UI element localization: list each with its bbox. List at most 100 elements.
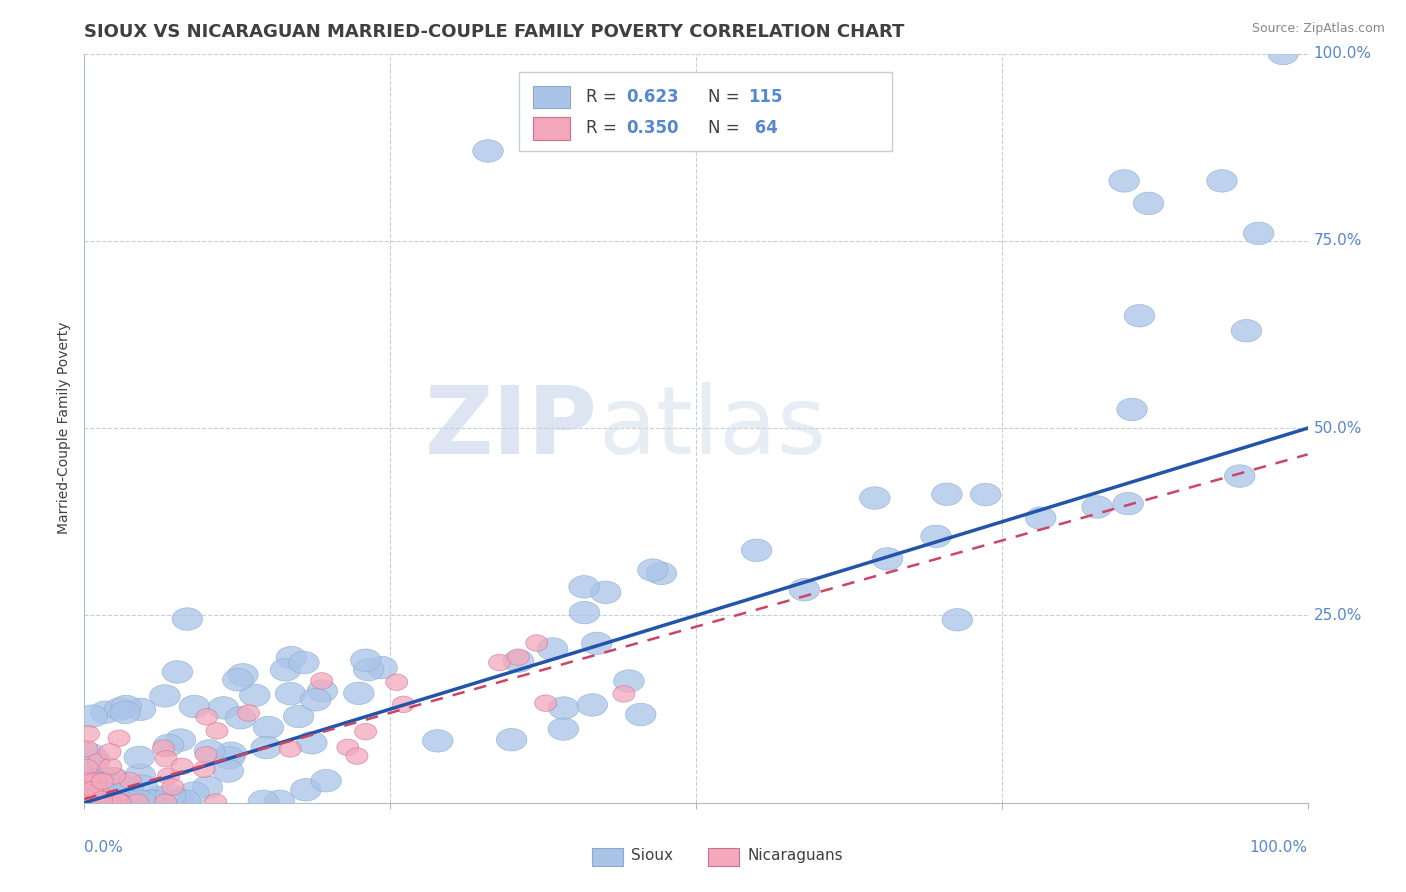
FancyBboxPatch shape [519,72,891,151]
Ellipse shape [98,767,128,789]
Text: 64: 64 [748,120,778,137]
Ellipse shape [264,790,295,813]
Ellipse shape [77,794,100,810]
Ellipse shape [80,780,103,797]
Ellipse shape [932,483,962,506]
Text: 115: 115 [748,88,783,106]
Ellipse shape [280,740,301,757]
Ellipse shape [79,794,101,810]
Text: Sioux: Sioux [631,847,673,863]
Ellipse shape [350,649,381,672]
Ellipse shape [76,759,98,776]
Ellipse shape [111,695,142,718]
Ellipse shape [872,548,903,570]
Ellipse shape [145,786,174,808]
Ellipse shape [91,773,114,789]
Ellipse shape [149,685,180,707]
Ellipse shape [548,718,579,740]
Ellipse shape [127,794,149,810]
Bar [709,847,738,866]
Text: Source: ZipAtlas.com: Source: ZipAtlas.com [1251,22,1385,36]
Ellipse shape [1116,398,1147,421]
Text: 0.623: 0.623 [626,88,679,106]
Ellipse shape [214,760,243,782]
Ellipse shape [162,661,193,683]
Ellipse shape [1268,42,1298,65]
Text: SIOUX VS NICARAGUAN MARRIED-COUPLE FAMILY POVERTY CORRELATION CHART: SIOUX VS NICARAGUAN MARRIED-COUPLE FAMIL… [84,23,904,41]
Ellipse shape [79,790,108,813]
Ellipse shape [970,483,1001,506]
Text: atlas: atlas [598,382,827,475]
Ellipse shape [136,790,167,813]
Ellipse shape [307,680,337,702]
Ellipse shape [1025,507,1056,529]
Ellipse shape [367,657,398,679]
Ellipse shape [80,790,110,813]
Ellipse shape [165,729,195,751]
Ellipse shape [155,750,177,767]
Ellipse shape [75,790,105,813]
Ellipse shape [100,794,121,810]
Ellipse shape [104,790,134,813]
Ellipse shape [120,772,141,789]
Ellipse shape [87,790,118,813]
Ellipse shape [353,658,384,681]
Ellipse shape [157,768,180,784]
Ellipse shape [789,579,820,601]
Bar [592,847,623,866]
Ellipse shape [270,658,301,681]
Ellipse shape [179,781,209,805]
Text: 0.0%: 0.0% [84,840,124,855]
Ellipse shape [82,761,112,783]
Ellipse shape [80,790,111,813]
Ellipse shape [110,701,141,723]
Ellipse shape [82,794,104,810]
Ellipse shape [125,764,156,787]
Ellipse shape [77,784,98,801]
Ellipse shape [125,698,156,721]
Ellipse shape [942,608,973,631]
Ellipse shape [569,575,599,599]
Ellipse shape [1232,319,1261,342]
Ellipse shape [90,790,121,813]
Ellipse shape [311,673,333,690]
Ellipse shape [301,689,330,711]
Ellipse shape [86,794,108,810]
Ellipse shape [354,723,377,739]
Ellipse shape [385,674,408,690]
Ellipse shape [1206,169,1237,192]
Ellipse shape [247,790,278,813]
Ellipse shape [582,632,612,655]
Ellipse shape [96,794,117,810]
Ellipse shape [195,747,217,763]
Ellipse shape [392,696,415,713]
Ellipse shape [239,684,270,706]
Ellipse shape [276,647,307,669]
Ellipse shape [534,695,557,712]
Ellipse shape [179,695,209,718]
Ellipse shape [98,744,121,760]
Ellipse shape [488,654,510,671]
Ellipse shape [1109,169,1139,192]
Ellipse shape [152,739,174,756]
Ellipse shape [1225,465,1256,487]
Ellipse shape [637,559,668,582]
Ellipse shape [104,698,135,720]
Ellipse shape [163,789,194,811]
Ellipse shape [172,758,193,774]
Ellipse shape [276,682,305,705]
Text: Nicaraguans: Nicaraguans [748,847,844,863]
Ellipse shape [170,790,201,813]
Ellipse shape [104,790,134,813]
Ellipse shape [79,794,101,810]
Ellipse shape [90,794,112,810]
Ellipse shape [284,706,314,728]
Ellipse shape [77,705,108,727]
Ellipse shape [172,607,202,631]
Ellipse shape [76,743,105,765]
Y-axis label: Married-Couple Family Poverty: Married-Couple Family Poverty [58,322,72,534]
Ellipse shape [859,487,890,509]
Ellipse shape [208,697,239,719]
Ellipse shape [153,734,184,756]
Ellipse shape [297,731,328,754]
